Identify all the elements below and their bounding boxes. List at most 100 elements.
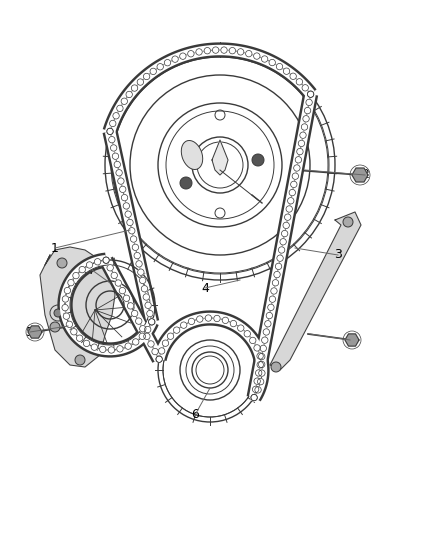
Polygon shape <box>212 140 228 175</box>
Circle shape <box>126 91 132 98</box>
Circle shape <box>91 344 98 350</box>
Circle shape <box>292 173 299 180</box>
Polygon shape <box>352 168 368 182</box>
Polygon shape <box>40 247 115 367</box>
Circle shape <box>244 330 251 337</box>
Circle shape <box>140 326 146 332</box>
Circle shape <box>139 333 145 340</box>
Circle shape <box>251 394 257 401</box>
Circle shape <box>113 112 119 119</box>
Circle shape <box>204 47 211 54</box>
Circle shape <box>145 326 151 333</box>
Circle shape <box>268 304 274 311</box>
Text: 5: 5 <box>346 334 354 346</box>
Circle shape <box>109 136 115 143</box>
Circle shape <box>127 219 133 225</box>
Circle shape <box>303 116 309 122</box>
Text: 1: 1 <box>51 241 59 254</box>
Circle shape <box>162 340 169 346</box>
Circle shape <box>196 49 202 55</box>
Ellipse shape <box>181 141 203 169</box>
Circle shape <box>66 321 73 328</box>
Circle shape <box>295 157 302 163</box>
Circle shape <box>135 318 142 324</box>
Circle shape <box>115 280 121 286</box>
Circle shape <box>261 337 268 343</box>
Circle shape <box>254 53 260 59</box>
Circle shape <box>221 47 227 53</box>
Circle shape <box>144 333 150 340</box>
Circle shape <box>277 255 283 261</box>
Circle shape <box>214 316 220 322</box>
Circle shape <box>254 378 260 384</box>
Circle shape <box>125 343 131 349</box>
Circle shape <box>263 329 269 335</box>
Circle shape <box>107 264 113 271</box>
Circle shape <box>148 319 155 325</box>
Text: 2: 2 <box>361 168 369 182</box>
Circle shape <box>152 349 158 355</box>
Circle shape <box>271 362 281 372</box>
Circle shape <box>103 257 109 263</box>
Circle shape <box>282 230 288 237</box>
Circle shape <box>291 181 297 188</box>
Circle shape <box>138 269 144 276</box>
Circle shape <box>156 356 162 362</box>
Circle shape <box>111 272 117 279</box>
Circle shape <box>197 316 203 322</box>
Circle shape <box>71 328 77 335</box>
Circle shape <box>63 313 70 319</box>
Circle shape <box>156 356 162 362</box>
Circle shape <box>289 189 296 196</box>
Circle shape <box>269 296 276 302</box>
Circle shape <box>276 263 282 270</box>
Circle shape <box>110 120 116 127</box>
Circle shape <box>119 287 126 294</box>
Circle shape <box>230 320 237 327</box>
Circle shape <box>269 59 276 66</box>
Circle shape <box>99 346 106 353</box>
Circle shape <box>79 266 85 273</box>
Text: 7: 7 <box>88 263 96 277</box>
Polygon shape <box>345 334 359 346</box>
Circle shape <box>139 277 146 284</box>
Circle shape <box>237 325 244 332</box>
Circle shape <box>77 335 83 342</box>
Circle shape <box>129 228 135 234</box>
Circle shape <box>107 128 113 134</box>
Circle shape <box>107 128 113 134</box>
Circle shape <box>83 340 90 346</box>
Circle shape <box>180 177 192 189</box>
Circle shape <box>246 51 252 57</box>
Circle shape <box>307 91 314 98</box>
Circle shape <box>141 286 148 292</box>
Circle shape <box>266 312 272 319</box>
Polygon shape <box>28 326 42 338</box>
Circle shape <box>265 320 271 327</box>
Circle shape <box>257 353 263 359</box>
Circle shape <box>258 378 264 385</box>
Circle shape <box>137 79 144 85</box>
Circle shape <box>75 355 85 365</box>
Circle shape <box>133 338 139 345</box>
Circle shape <box>279 247 285 253</box>
Circle shape <box>159 348 165 354</box>
Circle shape <box>205 315 212 321</box>
Circle shape <box>108 347 115 353</box>
Circle shape <box>255 370 262 376</box>
Circle shape <box>296 78 303 85</box>
Circle shape <box>301 124 308 130</box>
Circle shape <box>150 68 156 75</box>
Circle shape <box>172 56 178 62</box>
Circle shape <box>252 386 259 393</box>
Circle shape <box>307 91 314 98</box>
Circle shape <box>251 394 257 401</box>
Circle shape <box>222 317 229 324</box>
Circle shape <box>164 60 171 66</box>
Circle shape <box>131 310 138 317</box>
Circle shape <box>121 195 128 201</box>
Circle shape <box>252 154 264 166</box>
Circle shape <box>167 333 174 340</box>
Circle shape <box>293 165 300 171</box>
Circle shape <box>188 51 194 57</box>
